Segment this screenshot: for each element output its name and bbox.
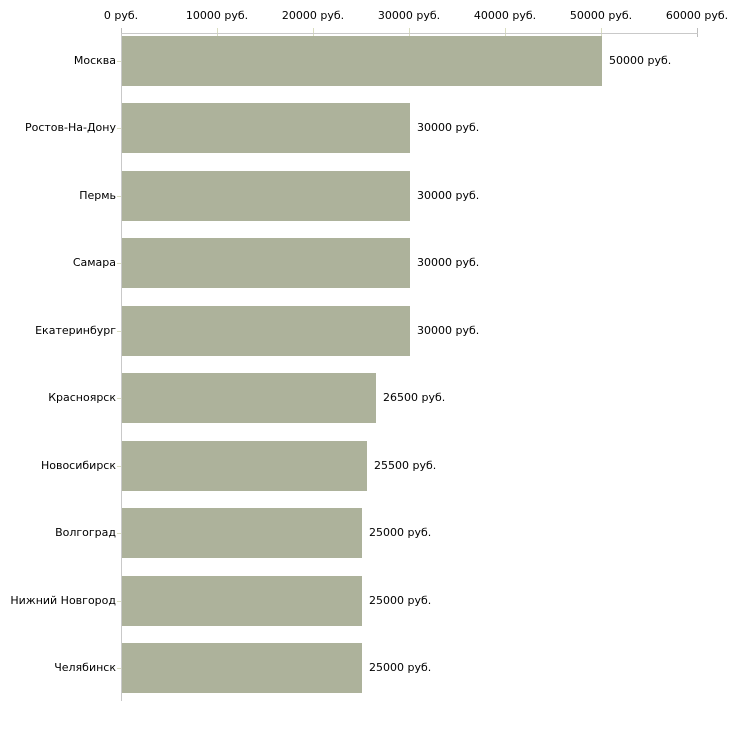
y-axis-category-tick — [117, 466, 121, 467]
value-label: 30000 руб. — [417, 324, 480, 337]
bar-4 — [122, 306, 410, 356]
bar-5 — [122, 373, 376, 423]
value-label: 25000 руб. — [369, 526, 432, 539]
y-axis-category-tick — [117, 398, 121, 399]
value-label: 30000 руб. — [417, 256, 480, 269]
y-axis-category-tick — [117, 601, 121, 602]
category-label: Волгоград — [55, 526, 116, 539]
value-label: 25500 руб. — [374, 459, 437, 472]
x-axis-tick-mark — [505, 28, 506, 37]
x-axis-tick-label: 10000 руб. — [185, 9, 249, 22]
category-label: Екатеринбург — [35, 324, 116, 337]
x-axis-tick-label: 30000 руб. — [377, 9, 441, 22]
bar-1 — [122, 103, 410, 153]
value-label: 25000 руб. — [369, 594, 432, 607]
bar-8 — [122, 576, 362, 626]
y-axis-category-tick — [117, 263, 121, 264]
x-axis-tick-mark — [217, 28, 218, 37]
x-axis-tick-label: 20000 руб. — [281, 9, 345, 22]
bar-0 — [122, 36, 602, 86]
x-axis-tick-mark — [313, 28, 314, 37]
x-axis-line — [121, 33, 698, 34]
y-axis-category-tick — [117, 331, 121, 332]
value-label: 50000 руб. — [609, 54, 672, 67]
y-axis-category-tick — [117, 533, 121, 534]
y-axis-category-tick — [117, 668, 121, 669]
category-label: Новосибирск — [40, 459, 116, 472]
category-label: Москва — [73, 54, 116, 67]
bar-9 — [122, 643, 362, 693]
category-label: Пермь — [79, 189, 116, 202]
x-axis-tick-mark — [121, 28, 122, 37]
category-label: Ростов-На-Дону — [24, 121, 116, 134]
x-axis-tick-label: 60000 руб. — [665, 9, 729, 22]
x-axis-tick-mark — [409, 28, 410, 37]
x-axis-tick-label: 50000 руб. — [569, 9, 633, 22]
category-label: Самара — [72, 256, 116, 269]
value-label: 25000 руб. — [369, 661, 432, 674]
x-axis-tick-label: 40000 руб. — [473, 9, 537, 22]
category-label: Челябинск — [54, 661, 116, 674]
y-axis-category-tick — [117, 196, 121, 197]
y-axis-category-tick — [117, 61, 121, 62]
bar-3 — [122, 238, 410, 288]
value-label: 30000 руб. — [417, 121, 480, 134]
category-label: Нижний Новгород — [10, 594, 116, 607]
bar-2 — [122, 171, 410, 221]
category-label: Красноярск — [48, 391, 116, 404]
bar-6 — [122, 441, 367, 491]
x-axis-tick-mark — [601, 28, 602, 37]
bar-7 — [122, 508, 362, 558]
y-axis-line — [121, 33, 122, 701]
y-axis-category-tick — [117, 128, 121, 129]
value-label: 30000 руб. — [417, 189, 480, 202]
x-axis-tick-mark — [697, 28, 698, 37]
value-label: 26500 руб. — [383, 391, 446, 404]
x-axis-tick-label: 0 руб. — [103, 9, 139, 22]
